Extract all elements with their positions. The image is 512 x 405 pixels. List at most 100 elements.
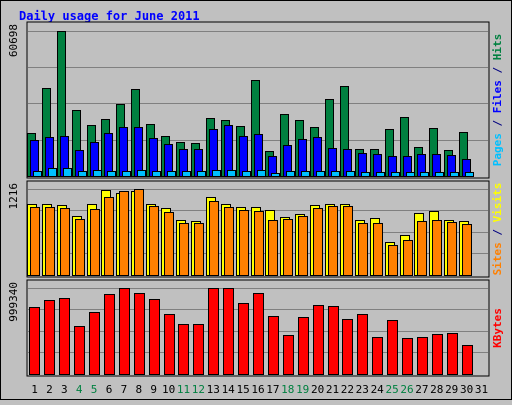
day-label-5: 5 (91, 383, 98, 396)
day-label-18: 18 (281, 383, 294, 396)
bar-kbytes-day-1 (29, 307, 40, 375)
bar-sites-day-29 (447, 222, 457, 276)
bar-pages-day-29 (450, 172, 459, 177)
panel-kbytes: 999340 KBytes (7, 279, 504, 377)
bar-kbytes-day-18 (283, 335, 294, 375)
panel-series-label: Sites / Visits (491, 183, 504, 276)
day-label-15: 15 (236, 383, 249, 396)
bar-kbytes-day-8 (134, 293, 145, 375)
panel-max-label: 1216 (7, 183, 20, 210)
bar-sites-day-11 (179, 223, 189, 276)
bar-pages-day-30 (465, 172, 474, 177)
bar-kbytes-day-13 (208, 288, 219, 375)
bar-sites-day-28 (432, 220, 442, 276)
bar-pages-day-5 (93, 170, 102, 177)
day-label-6: 6 (106, 383, 113, 396)
day-label-8: 8 (135, 383, 142, 396)
bar-pages-day-18 (286, 171, 295, 177)
panels-layer: 60698 Pages / Files / Hits 1216 Sites / Vis… (7, 21, 504, 377)
bar-kbytes-day-12 (193, 324, 204, 375)
bar-pages-day-3 (63, 168, 72, 177)
series-label-part: Visits (491, 183, 504, 223)
bar-pages-day-24 (376, 172, 385, 177)
day-label-23: 23 (356, 383, 369, 396)
day-label-9: 9 (150, 383, 157, 396)
bar-kbytes-day-22 (342, 319, 353, 375)
bar-sites-day-13 (209, 201, 219, 276)
bar-sites-day-4 (75, 219, 85, 276)
series-label-part: Files (491, 80, 504, 113)
bar-sites-day-5 (90, 209, 100, 276)
bar-sites-day-23 (358, 223, 368, 276)
bar-pages-day-8 (137, 170, 146, 177)
series-label-part: Pages (491, 133, 504, 166)
bar-sites-day-6 (104, 197, 114, 276)
bar-pages-day-15 (242, 171, 251, 177)
bar-sites-day-12 (194, 223, 204, 276)
bar-sites-day-1 (30, 207, 40, 276)
series-label-part: KBytes (491, 308, 504, 348)
bar-sites-day-15 (239, 210, 249, 276)
bar-sites-day-26 (403, 240, 413, 276)
day-label-16: 16 (251, 383, 264, 396)
day-label-30: 30 (460, 383, 473, 396)
bar-kbytes-day-24 (372, 337, 383, 375)
bar-kbytes-day-16 (253, 293, 264, 375)
day-label-2: 2 (46, 383, 53, 396)
bar-pages-day-7 (122, 171, 131, 177)
bar-pages-day-4 (78, 171, 87, 177)
bar-pages-day-20 (316, 171, 325, 177)
bar-kbytes-day-23 (357, 314, 368, 375)
bar-files-day-15 (239, 136, 248, 177)
bar-pages-day-13 (212, 170, 221, 177)
bar-pages-day-25 (391, 172, 400, 177)
panel-hits-files-pages: 60698 Pages / Files / Hits (7, 21, 504, 179)
bar-sites-day-8 (134, 189, 144, 276)
bar-sites-day-30 (462, 224, 472, 276)
bar-kbytes-day-30 (462, 345, 473, 375)
day-label-12: 12 (192, 383, 205, 396)
bar-files-day-20 (313, 137, 322, 177)
bar-sites-day-17 (268, 220, 278, 276)
bar-kbytes-day-7 (119, 288, 130, 375)
series-label-part: / (491, 222, 504, 242)
bar-sites-day-10 (164, 212, 174, 276)
bar-kbytes-day-26 (402, 338, 413, 375)
bar-kbytes-day-2 (44, 300, 55, 375)
day-label-29: 29 (445, 383, 458, 396)
bar-pages-day-22 (346, 171, 355, 177)
bar-pages-day-12 (197, 171, 206, 177)
bar-sites-day-9 (149, 206, 159, 276)
bar-pages-day-16 (257, 170, 266, 177)
day-label-25: 25 (385, 383, 398, 396)
day-label-28: 28 (430, 383, 443, 396)
bar-sites-day-14 (224, 207, 234, 276)
day-label-3: 3 (61, 383, 68, 396)
bar-pages-day-17 (271, 173, 280, 177)
bar-sites-day-3 (60, 208, 70, 276)
day-label-31: 31 (475, 383, 488, 396)
bar-pages-day-19 (301, 171, 310, 177)
bar-pages-day-2 (48, 168, 57, 177)
bar-sites-day-22 (343, 206, 353, 276)
bar-pages-day-27 (420, 172, 429, 177)
series-label-part: / (491, 60, 504, 80)
bar-sites-day-19 (298, 216, 308, 276)
bar-kbytes-day-6 (104, 294, 115, 375)
bar-kbytes-day-25 (387, 320, 398, 375)
bar-sites-day-25 (388, 245, 398, 276)
bar-kbytes-day-3 (59, 298, 70, 375)
day-label-13: 13 (207, 383, 220, 396)
day-label-11: 11 (177, 383, 190, 396)
bar-files-day-8 (134, 127, 143, 177)
bar-pages-day-23 (361, 172, 370, 177)
bar-files-day-6 (104, 133, 113, 177)
day-label-7: 7 (121, 383, 128, 396)
bar-files-day-7 (119, 127, 128, 177)
bar-sites-day-21 (328, 206, 338, 276)
bar-sites-day-16 (254, 211, 264, 276)
panel-max-label: 60698 (7, 24, 20, 57)
bar-sites-day-2 (45, 207, 55, 276)
panel-series-label: Pages / Files / Hits (491, 34, 504, 167)
